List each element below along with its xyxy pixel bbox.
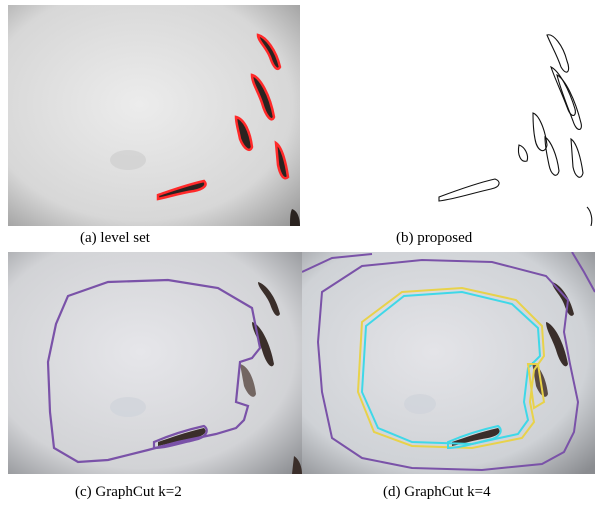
- caption-c: (c) GraphCut k=2: [75, 484, 182, 500]
- fish-group: [158, 282, 302, 474]
- fish-group: [158, 35, 300, 226]
- contour: [274, 140, 290, 180]
- graphcut-contours: [302, 252, 595, 472]
- level-set-contours: [156, 33, 290, 201]
- contour-fish: [152, 424, 208, 450]
- contour-outer: [316, 258, 580, 472]
- fish: [158, 181, 206, 199]
- contour: [586, 206, 593, 226]
- fish: [252, 75, 274, 120]
- fish: [240, 364, 256, 397]
- water-background: [8, 5, 300, 226]
- panel-a-image: [8, 5, 300, 226]
- contour-yellow: [356, 286, 546, 450]
- proposed-contours: [438, 34, 593, 226]
- fish: [276, 143, 288, 179]
- white-background: [305, 5, 595, 226]
- panel-b-proposed: [305, 5, 595, 226]
- panel-d-image: [302, 252, 595, 474]
- contour: [546, 34, 570, 73]
- contour: [517, 144, 529, 162]
- shadow-blob: [110, 397, 146, 417]
- caption-b: (b) proposed: [396, 230, 473, 246]
- caption-d: (d) GraphCut k=4: [383, 484, 491, 500]
- panel-d-graphcut-k4: [302, 252, 595, 474]
- fish: [552, 282, 574, 316]
- contour: [532, 112, 548, 152]
- shadow-blob: [110, 150, 146, 170]
- contour-corner: [302, 252, 595, 293]
- fish: [452, 428, 500, 446]
- fish: [292, 456, 302, 474]
- fish: [258, 282, 280, 316]
- contour: [570, 137, 584, 178]
- contour: [156, 179, 207, 201]
- fish: [290, 209, 300, 226]
- contour-region: [46, 278, 262, 464]
- contour-fish-yellow: [526, 363, 546, 410]
- panel-c-image: [8, 252, 302, 474]
- water-background: [8, 252, 302, 474]
- graphcut-contours: [46, 278, 262, 464]
- panel-a-level-set: [8, 5, 300, 226]
- contour: [234, 115, 254, 151]
- fish: [546, 322, 568, 367]
- panel-b-image: [305, 5, 595, 226]
- contour-cyan: [360, 290, 542, 446]
- shadow-blob: [404, 394, 436, 414]
- panel-c-graphcut-k2: [8, 252, 302, 474]
- caption-a: (a) level set: [80, 230, 150, 246]
- contour-fish: [447, 424, 502, 450]
- contour: [256, 33, 282, 71]
- contour: [544, 135, 560, 176]
- contour: [250, 73, 276, 121]
- fish: [258, 35, 280, 69]
- fish: [158, 428, 206, 446]
- contour: [438, 178, 500, 202]
- contour: [556, 73, 582, 131]
- fish: [236, 117, 252, 150]
